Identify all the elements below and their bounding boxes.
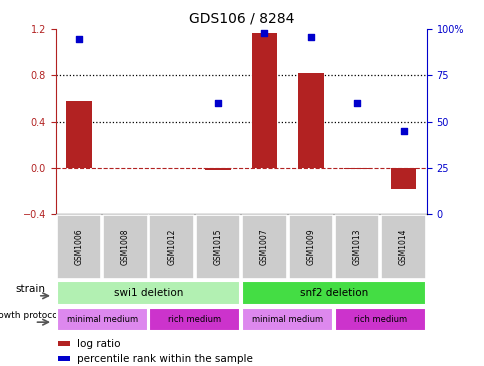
Bar — [57, 281, 240, 305]
Point — [75, 36, 83, 41]
Point — [353, 100, 361, 106]
Bar — [66, 101, 91, 168]
Bar — [344, 168, 369, 169]
Text: minimal medium: minimal medium — [252, 315, 322, 324]
Title: GDS106 / 8284: GDS106 / 8284 — [188, 11, 293, 25]
Bar — [380, 216, 425, 279]
Point — [214, 100, 222, 106]
Bar — [288, 216, 333, 279]
Text: GSM1014: GSM1014 — [398, 229, 407, 265]
Bar — [390, 168, 415, 189]
Text: GSM1012: GSM1012 — [167, 229, 176, 265]
Text: GSM1013: GSM1013 — [352, 229, 361, 265]
Bar — [242, 308, 333, 331]
Bar — [58, 341, 70, 346]
Text: GSM1009: GSM1009 — [306, 229, 315, 265]
Bar — [242, 281, 425, 305]
Text: rich medium: rich medium — [168, 315, 221, 324]
Text: log ratio: log ratio — [76, 339, 120, 349]
Text: percentile rank within the sample: percentile rank within the sample — [76, 354, 252, 364]
Bar — [149, 308, 240, 331]
Bar — [196, 216, 240, 279]
Bar — [57, 216, 101, 279]
Text: snf2 deletion: snf2 deletion — [299, 288, 367, 298]
Text: GSM1007: GSM1007 — [259, 229, 269, 265]
Bar — [103, 216, 147, 279]
Bar — [334, 216, 378, 279]
Text: GSM1015: GSM1015 — [213, 229, 222, 265]
Text: strain: strain — [15, 284, 45, 294]
Bar — [251, 33, 277, 168]
Text: swi1 deletion: swi1 deletion — [114, 288, 183, 298]
Text: GSM1008: GSM1008 — [121, 229, 130, 265]
Text: rich medium: rich medium — [353, 315, 406, 324]
Text: growth protocol: growth protocol — [0, 311, 60, 320]
Bar — [57, 308, 147, 331]
Text: GSM1006: GSM1006 — [75, 229, 83, 265]
Bar — [149, 216, 194, 279]
Bar — [205, 168, 230, 170]
Bar — [242, 216, 286, 279]
Point — [306, 34, 314, 40]
Point — [399, 128, 407, 134]
Bar — [334, 308, 425, 331]
Bar — [298, 73, 323, 168]
Bar — [58, 356, 70, 361]
Text: minimal medium: minimal medium — [66, 315, 137, 324]
Point — [260, 30, 268, 36]
